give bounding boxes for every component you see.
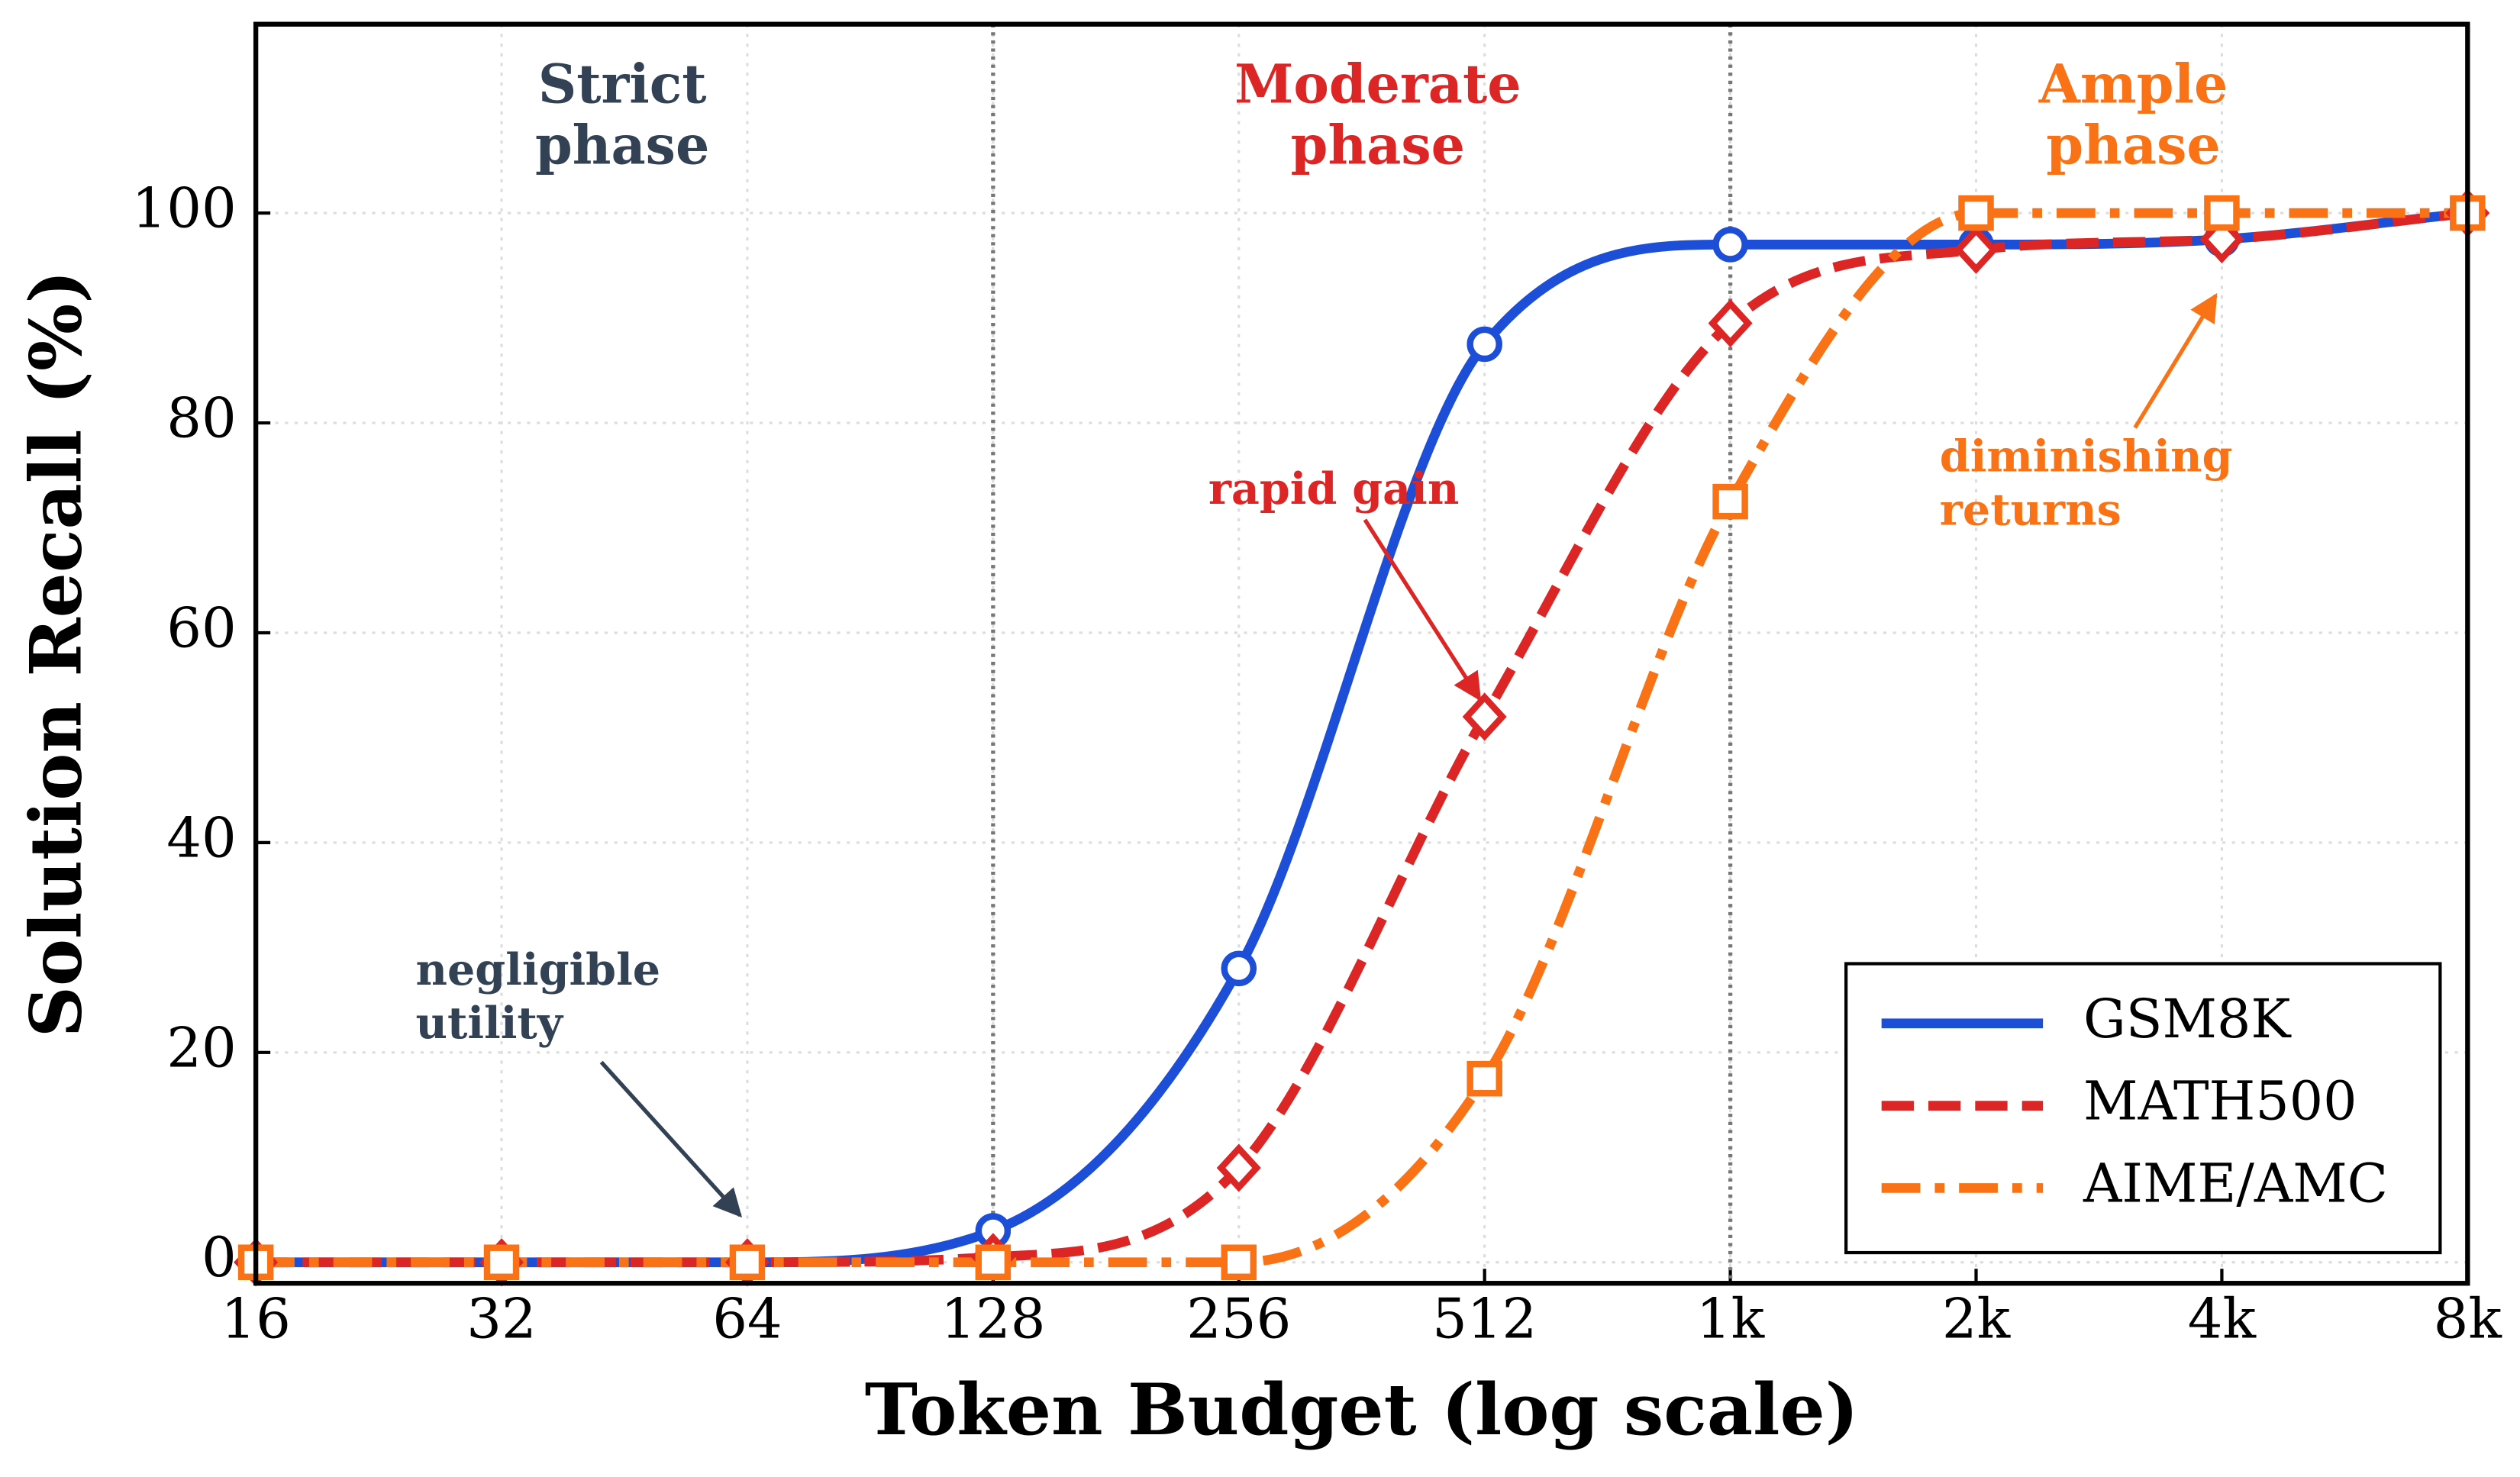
y-tick-label: 100 [132,176,237,240]
x-tick-label: 256 [1186,1287,1291,1351]
x-tick-label: 2k [1942,1287,2012,1351]
marker [1712,483,1748,520]
phase-label: phase [1291,114,1465,177]
marker [1462,692,1507,741]
x-axis-label: Token Budget (log scale) [865,1368,1859,1451]
legend-label: MATH500 [2083,1071,2357,1133]
annotation-text: rapid gain [1208,463,1460,514]
y-tick-label: 40 [166,805,236,869]
marker [2204,195,2240,231]
series-line [256,208,2468,1268]
series-line [256,208,2469,1268]
annotation-arrow [2133,292,2218,429]
legend-label: GSM8K [2083,988,2292,1050]
annotation-text: returns [1940,484,2122,535]
phase-label: phase [2046,114,2220,177]
y-tick-label: 0 [202,1225,237,1289]
y-axis-label: Solution Recall (%) [15,270,98,1038]
annotation-text: diminishing [1940,431,2233,482]
marker [975,1244,1012,1280]
marker [1467,1060,1502,1097]
x-tick-label: 32 [466,1287,536,1351]
marker [729,1244,766,1280]
x-tick-label: 512 [1432,1287,1537,1351]
marker [1221,950,1257,987]
marker [1221,1244,1257,1280]
y-tick-label: 20 [166,1015,236,1079]
marker [1467,326,1502,363]
x-tick-label: 8k [2434,1287,2503,1351]
phase-label: Ample [2038,53,2228,115]
marker [1712,227,1748,263]
plot-frame [253,21,2470,1286]
x-tick-label: 4k [2188,1287,2257,1351]
phase-label: Moderate [1234,53,1521,115]
x-tick-label: 64 [712,1287,782,1351]
annotation-arrow [1363,518,1482,701]
marker [1708,298,1753,348]
legend-label: AIME/AMC [2083,1153,2388,1214]
marker [1954,225,1999,274]
x-tick-label: 16 [221,1287,290,1351]
annotation-arrow [599,1060,743,1218]
y-tick-label: 60 [166,595,236,659]
marker [1216,1143,1261,1192]
phase-label: phase [535,114,709,177]
marker [483,1244,520,1280]
x-tick-label: 128 [941,1287,1045,1351]
y-tick-label: 80 [166,386,236,450]
annotation-text: negligible [415,944,660,995]
x-tick-label: 1k [1696,1287,1766,1351]
annotation-text: utility [415,998,563,1049]
marker [1958,195,1994,231]
phase-label: Strict [538,53,707,115]
